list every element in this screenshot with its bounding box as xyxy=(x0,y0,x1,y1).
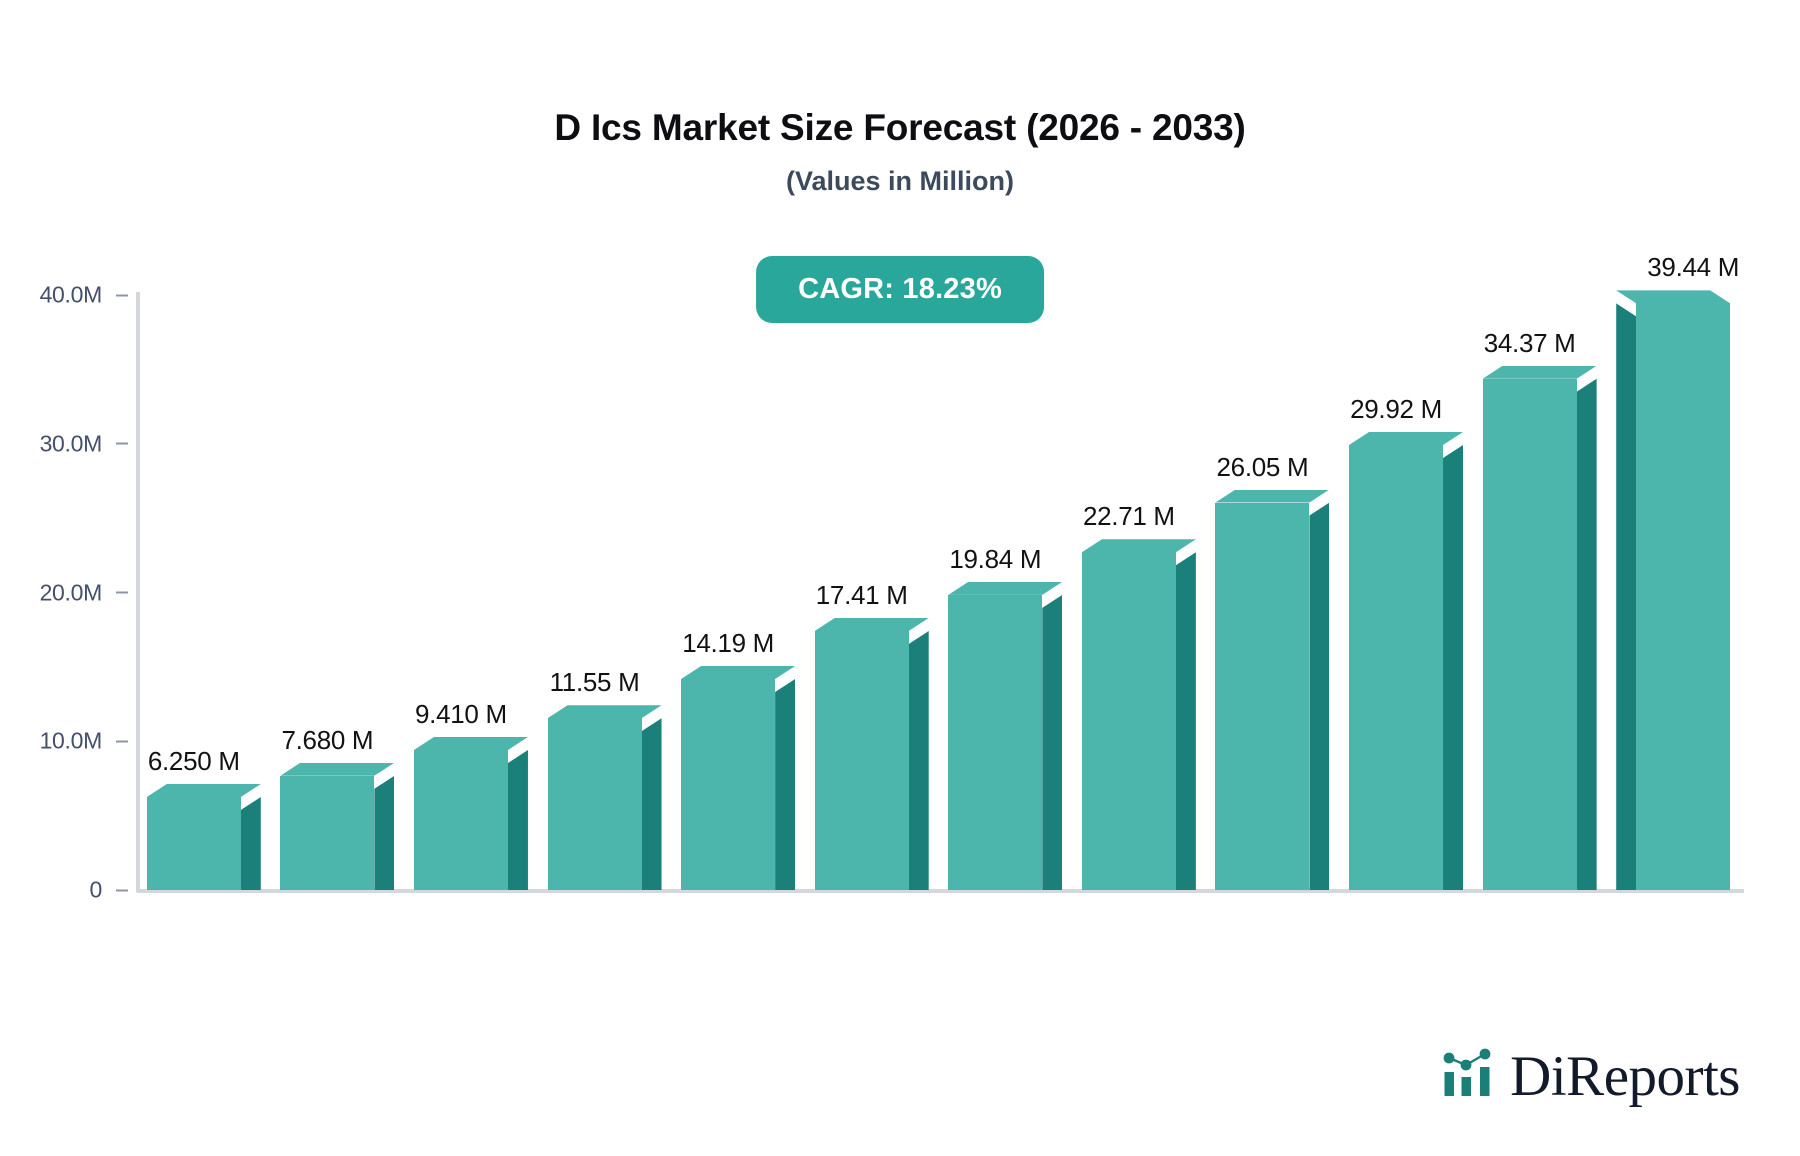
bar-value-label: 26.05 M xyxy=(1216,451,1309,482)
y-axis-tick-label: 30.0M xyxy=(39,430,103,457)
bar-3d-body xyxy=(814,631,929,890)
bar-top-face xyxy=(1483,366,1597,379)
bar-value-label: 29.92 M xyxy=(1350,393,1442,424)
title-block: D Ics Market Size Forecast (2026 - 2033)… xyxy=(0,107,1800,197)
bar-front-face xyxy=(681,678,776,890)
bar-column: 7.680 M xyxy=(280,725,395,890)
y-axis-tick: 0 xyxy=(90,877,138,904)
y-axis-line xyxy=(136,292,140,892)
bar-side-face xyxy=(507,750,528,890)
bar-side-face xyxy=(775,678,796,890)
bar-side-face xyxy=(1576,378,1597,890)
y-axis-tick-label: 20.0M xyxy=(39,579,103,605)
bar-column: 34.37 M xyxy=(1482,328,1597,890)
page-subtitle: (Values in Million) xyxy=(785,165,1015,196)
bar-front-face xyxy=(1482,378,1577,890)
bar-top-face xyxy=(815,618,929,631)
bar-side-face xyxy=(240,797,261,890)
bar-side-face xyxy=(374,775,395,890)
bar-chart-logo-icon xyxy=(1440,1045,1500,1108)
bar-top-face xyxy=(147,784,261,797)
y-axis-tick-label: 10.0M xyxy=(39,727,103,754)
bar-column: 11.55 M xyxy=(547,667,662,890)
y-axis-tick-mark xyxy=(116,889,128,891)
bar-side-face xyxy=(1309,502,1330,890)
bar-column: 9.410 M xyxy=(413,699,528,890)
y-axis-tick-mark xyxy=(116,740,128,743)
bar-column: 17.41 M xyxy=(814,580,929,890)
bar-top-face xyxy=(1082,539,1196,552)
bar-3d-body xyxy=(1616,303,1731,890)
bar-front-face xyxy=(280,775,375,890)
bar-front-face xyxy=(948,594,1043,890)
bar-value-label: 14.19 M xyxy=(682,627,775,658)
bar-3d-body xyxy=(1081,552,1196,890)
page-title: D Ics Market Size Forecast (2026 - 2033) xyxy=(554,107,1246,148)
bar-top-face xyxy=(414,737,528,750)
bar-side-face xyxy=(1042,594,1063,890)
x-axis-line xyxy=(137,889,1744,893)
bar-column: 29.92 M xyxy=(1349,394,1464,890)
bar-front-face xyxy=(547,718,642,890)
y-axis-tick-mark xyxy=(116,294,128,296)
plot-area: 0 10.0M 20.0M 30.0M 40.0M 6.250 M 7.680 M 9.41… xyxy=(40,252,1740,902)
bar-top-face xyxy=(681,666,795,679)
y-axis-tick-label: 40.0M xyxy=(39,281,103,308)
bar-front-face xyxy=(814,631,909,890)
bar-front-face xyxy=(1636,303,1731,890)
cagr-badge: CAGR: 18.23% xyxy=(756,256,1044,323)
bar-3d-body xyxy=(1349,444,1464,890)
bar-3d-body xyxy=(413,750,528,890)
bar-top-face xyxy=(548,705,662,718)
bar-column: 22.71 M xyxy=(1081,501,1196,890)
bar-value-label: 34.37 M xyxy=(1483,327,1576,358)
bar-side-face xyxy=(1616,303,1637,890)
y-axis-tick: 30.0M xyxy=(40,430,137,457)
bar-side-face xyxy=(1175,552,1196,890)
bar-top-face xyxy=(1349,432,1463,445)
bar-3d-body xyxy=(948,594,1063,890)
bar-value-label: 9.410 M xyxy=(415,699,507,730)
bar-column: 39.44 M xyxy=(1616,252,1739,890)
bar-value-label: 22.71 M xyxy=(1082,501,1175,532)
bar-side-face xyxy=(908,631,929,890)
y-axis-tick-label: 0 xyxy=(89,876,103,903)
bar-top-face xyxy=(280,763,394,776)
y-axis-tick-mark xyxy=(116,591,128,594)
bar-3d-body xyxy=(146,797,261,890)
bar-front-face xyxy=(1215,502,1310,890)
bar-column: 19.84 M xyxy=(948,544,1063,890)
bar-3d-body xyxy=(681,678,796,890)
bar-side-face xyxy=(1443,444,1464,890)
bar-column: 14.19 M xyxy=(681,628,796,890)
bar-value-label: 11.55 M xyxy=(549,667,640,698)
bar-top-face xyxy=(948,582,1062,595)
y-axis-tick: 40.0M xyxy=(40,282,137,309)
bar-front-face xyxy=(1349,444,1444,890)
bar-value-label: 17.41 M xyxy=(815,580,908,611)
bar-value-label: 19.84 M xyxy=(949,543,1042,574)
bar-3d-body xyxy=(547,718,662,890)
bar-top-face xyxy=(1616,290,1730,303)
bar-front-face xyxy=(1081,552,1176,890)
bar-3d-body xyxy=(1482,378,1597,890)
bar-side-face xyxy=(641,718,662,890)
bar-series: 6.250 M 7.680 M 9.410 M 11.55 M 14.19 M 17.41… xyxy=(137,252,1740,890)
bar-value-label: 39.44 M xyxy=(1647,252,1740,283)
logo-text: DiReports xyxy=(1510,1045,1740,1108)
bar-column: 26.05 M xyxy=(1215,452,1330,890)
bar-front-face xyxy=(146,797,241,890)
y-axis-tick-mark xyxy=(116,442,128,445)
direports-logo: DiReports xyxy=(1440,1045,1740,1108)
bar-column: 6.250 M xyxy=(146,746,261,890)
bar-3d-body xyxy=(1215,502,1330,890)
bar-front-face xyxy=(413,750,508,890)
bar-3d-body xyxy=(280,775,395,890)
bar-value-label: 7.680 M xyxy=(281,724,374,755)
y-axis-tick: 20.0M xyxy=(40,579,137,606)
bar-top-face xyxy=(1215,490,1329,503)
bar-value-label: 6.250 M xyxy=(147,746,240,777)
y-axis-tick: 10.0M xyxy=(40,728,137,755)
